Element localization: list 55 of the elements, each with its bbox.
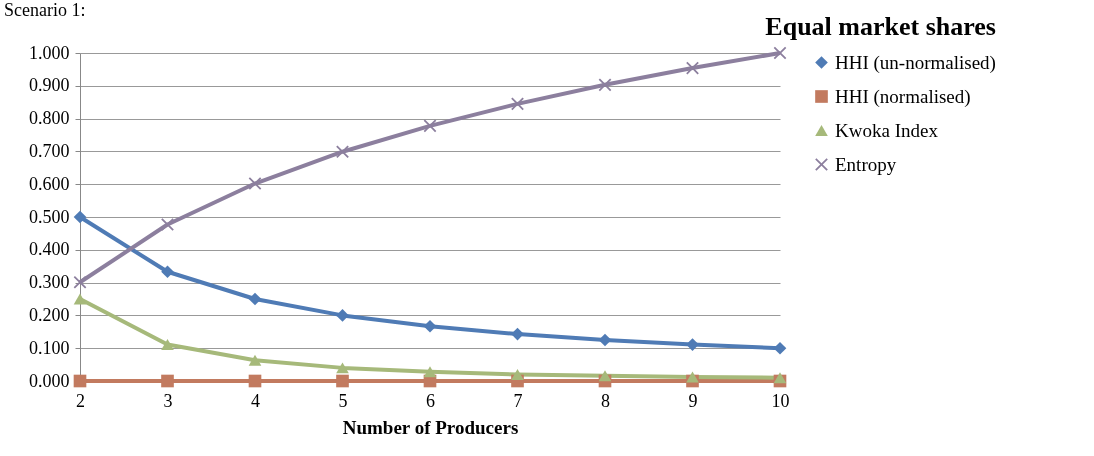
point [686, 371, 699, 383]
y-tick-label: 0.800 [29, 108, 70, 129]
x-tick-label: 6 [426, 390, 435, 411]
legend-label: HHI (normalised) [835, 85, 971, 108]
point [598, 333, 612, 347]
legend-label: Entropy [835, 153, 897, 175]
point [423, 119, 437, 133]
y-tick-label: 0.600 [29, 173, 70, 194]
point [336, 362, 349, 374]
x-tick-label: 2 [76, 390, 85, 411]
y-tick-label: 0.000 [29, 370, 70, 391]
point [511, 327, 524, 341]
point [248, 292, 262, 306]
y-tick-label: 0.200 [29, 304, 70, 325]
point [73, 293, 87, 305]
point [73, 275, 87, 289]
point [773, 46, 787, 60]
point [248, 374, 262, 388]
x-tick-label: 8 [601, 390, 610, 411]
y-tick-label: 0.300 [29, 272, 70, 293]
x-tick-label: 5 [338, 390, 348, 411]
point [161, 265, 174, 279]
point [773, 372, 787, 384]
x-tick-label: 7 [513, 390, 523, 411]
point [336, 309, 349, 322]
point [161, 339, 174, 351]
legend-label: HHI (un-normalised) [835, 51, 996, 74]
point [336, 145, 349, 159]
point [598, 78, 612, 92]
point [73, 210, 87, 224]
point [161, 374, 174, 388]
point [773, 341, 787, 355]
x-tick-label: 3 [163, 390, 173, 411]
y-tick-label: 0.400 [29, 239, 70, 260]
y-tick-label: 0.900 [29, 75, 70, 96]
point [423, 319, 437, 333]
text: Equal market shares [765, 12, 996, 41]
x-tick-label: 4 [251, 390, 260, 411]
y-tick-label: 0.700 [29, 140, 70, 161]
point [598, 370, 612, 382]
y-tick-label: 1.000 [29, 42, 70, 63]
point [423, 366, 437, 378]
point [336, 374, 349, 388]
legend-label: Kwoka Index [835, 119, 939, 141]
y-tick-label: 0.500 [29, 206, 70, 227]
point [511, 368, 524, 380]
point [686, 338, 699, 351]
point [161, 218, 174, 231]
point [73, 374, 87, 388]
x-tick-label: 10 [771, 390, 790, 411]
text: Scenario 1: [4, 0, 86, 21]
x-tick-label: 9 [688, 390, 698, 411]
y-tick-label: 0.100 [29, 337, 70, 358]
x-axis-title: Number of Producers [342, 416, 519, 438]
point [248, 354, 262, 366]
